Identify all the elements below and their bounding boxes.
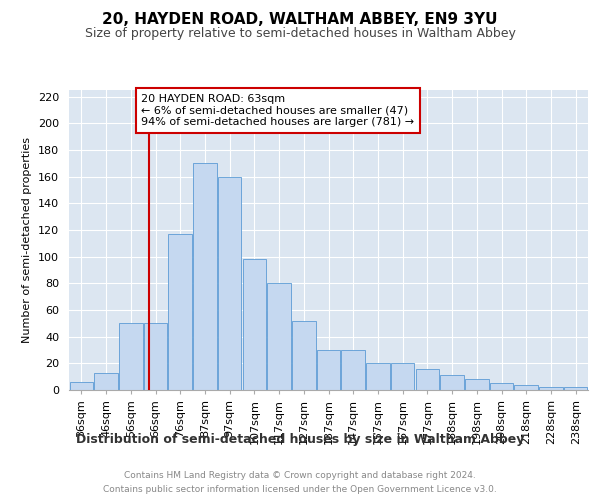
Bar — [268, 284, 291, 390]
Bar — [292, 320, 316, 390]
Bar — [465, 380, 488, 390]
Bar — [440, 376, 464, 390]
Bar — [490, 384, 513, 390]
Text: Contains HM Land Registry data © Crown copyright and database right 2024.: Contains HM Land Registry data © Crown c… — [124, 471, 476, 480]
Text: Contains public sector information licensed under the Open Government Licence v3: Contains public sector information licen… — [103, 485, 497, 494]
Bar — [94, 372, 118, 390]
Bar — [169, 234, 192, 390]
Bar — [242, 260, 266, 390]
Text: 20 HAYDEN ROAD: 63sqm
← 6% of semi-detached houses are smaller (47)
94% of semi-: 20 HAYDEN ROAD: 63sqm ← 6% of semi-detac… — [141, 94, 414, 127]
Bar — [144, 324, 167, 390]
Bar — [70, 382, 93, 390]
Bar — [218, 176, 241, 390]
Bar — [564, 388, 587, 390]
Bar — [416, 368, 439, 390]
Bar — [539, 388, 563, 390]
Bar — [193, 164, 217, 390]
Bar — [514, 384, 538, 390]
Text: Distribution of semi-detached houses by size in Waltham Abbey: Distribution of semi-detached houses by … — [76, 432, 524, 446]
Text: Size of property relative to semi-detached houses in Waltham Abbey: Size of property relative to semi-detach… — [85, 28, 515, 40]
Bar — [391, 364, 415, 390]
Text: 20, HAYDEN ROAD, WALTHAM ABBEY, EN9 3YU: 20, HAYDEN ROAD, WALTHAM ABBEY, EN9 3YU — [102, 12, 498, 28]
Bar — [317, 350, 340, 390]
Y-axis label: Number of semi-detached properties: Number of semi-detached properties — [22, 137, 32, 343]
Bar — [119, 324, 143, 390]
Bar — [366, 364, 389, 390]
Bar — [341, 350, 365, 390]
